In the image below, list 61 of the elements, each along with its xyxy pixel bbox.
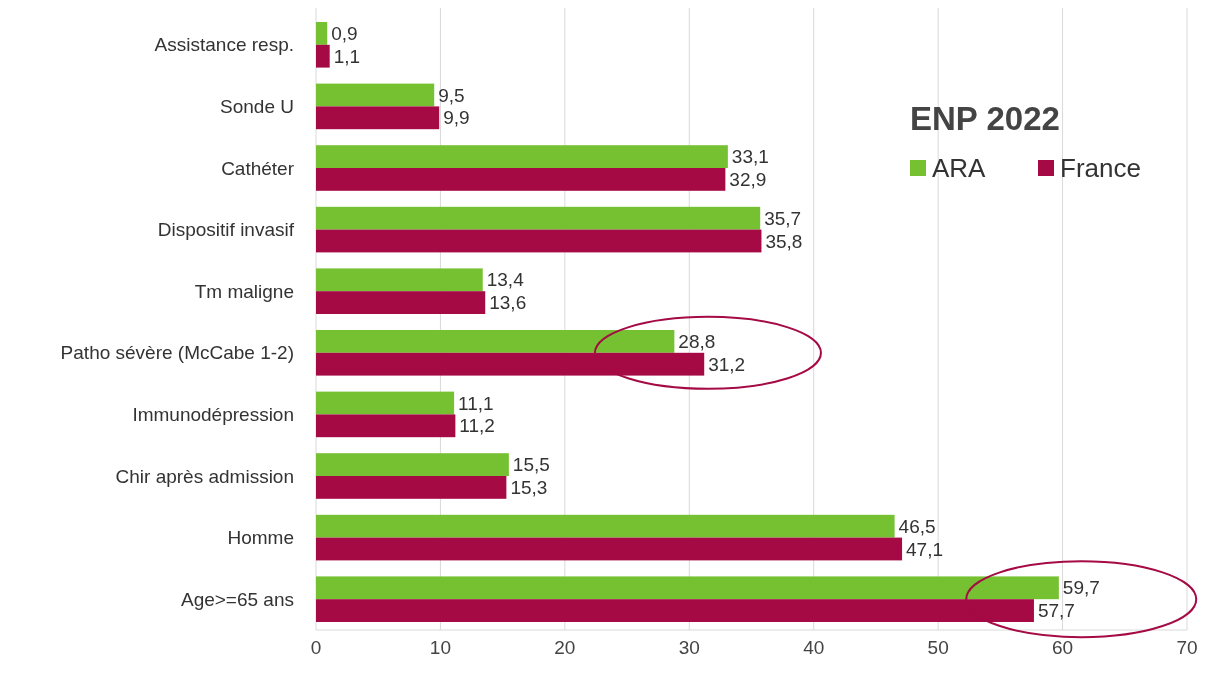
bar [316,168,726,191]
data-label: 11,2 [459,415,495,437]
data-label: 9,9 [443,107,470,129]
bar [316,291,486,314]
x-tick-label: 10 [429,637,451,658]
x-tick-label: 60 [1052,637,1074,658]
bar [316,330,675,353]
bar [316,414,456,438]
data-label: 11,1 [458,392,494,414]
bar [316,514,895,538]
y-tick-label: Immunodépression [132,404,294,426]
legend-title: ENP 2022 [910,100,1060,137]
bar [316,229,762,253]
bar [316,453,509,476]
data-label: 15,3 [510,477,548,499]
x-tick-label: 50 [927,637,949,658]
y-tick-label: Tm maligne [194,280,294,302]
bar [316,476,507,499]
data-label: 57,7 [1037,600,1075,622]
legend-label: ARA [932,153,987,184]
y-tick-label: Chir après admission [115,465,294,487]
x-tick-label: 20 [554,637,576,658]
x-tick-label: 70 [1176,637,1198,658]
y-tick-label: Patho sévère (McCabe 1-2) [60,342,294,364]
x-tick-label: 0 [310,637,322,658]
y-tick-label: Age>=65 ans [180,588,294,610]
bar [316,22,328,45]
y-tick-label: Cathéter [221,157,295,179]
data-label: 0,9 [331,23,358,45]
y-tick-label: Assistance resp. [154,34,294,56]
y-tick-label: Dispositif invasif [157,219,295,241]
bar [316,537,903,561]
x-tick-label: 40 [803,637,825,658]
x-tick-label: 30 [678,637,700,658]
legend-label: France [1060,153,1141,184]
bar [316,599,1034,622]
data-label: 33,1 [731,146,769,168]
bar [316,44,330,68]
data-label: 46,5 [898,515,936,537]
bar [316,106,440,130]
data-label: 1,1 [333,45,361,67]
bar [316,391,455,415]
y-tick-label: Homme [227,527,294,549]
data-label: 15,5 [512,454,550,476]
data-label: 32,9 [729,169,767,191]
data-label: 35,7 [764,207,802,229]
data-label: 9,5 [438,84,465,106]
bar [316,352,705,376]
data-label: 47,1 [906,538,944,560]
data-label: 13,6 [489,292,527,314]
bar [316,83,435,107]
bar [316,145,728,168]
data-label: 59,7 [1062,577,1100,599]
bar [316,268,483,292]
bar [316,576,1059,600]
data-label: 31,2 [708,353,746,375]
y-tick-label: Sonde U [220,96,294,118]
data-label: 35,8 [765,230,803,252]
data-label: 13,4 [486,269,525,291]
bar [316,206,761,230]
data-label: 28,8 [678,331,716,353]
